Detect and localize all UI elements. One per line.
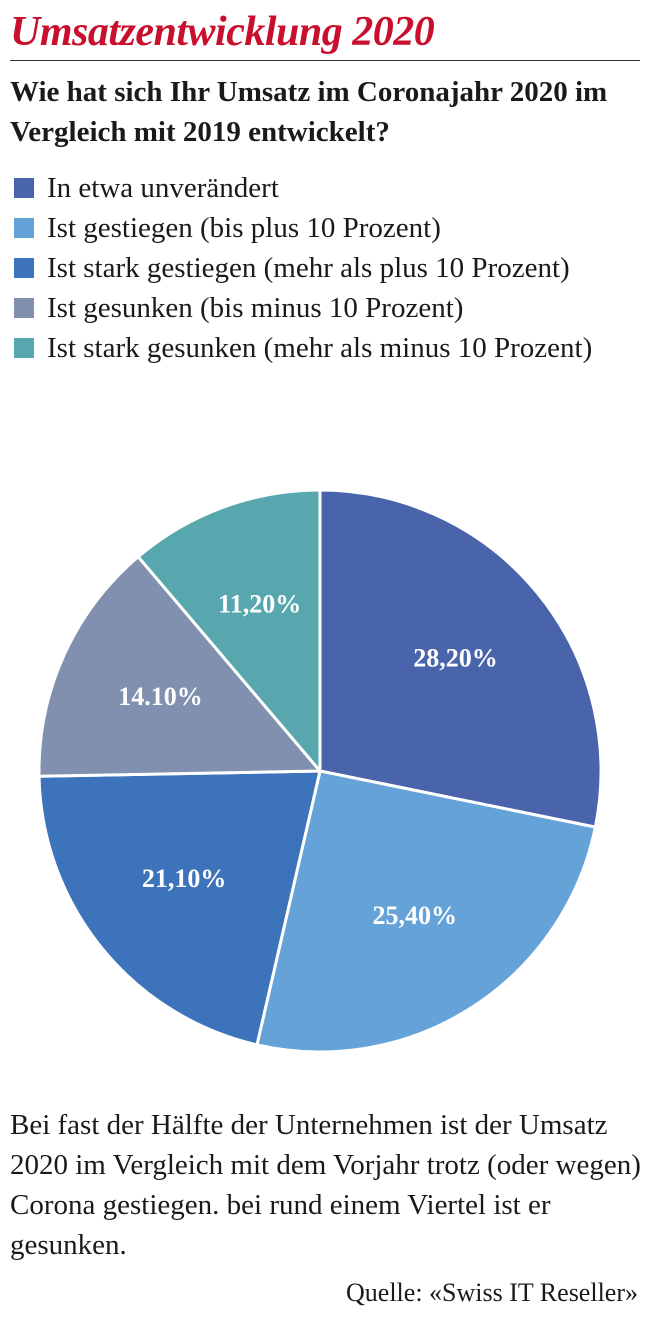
slice-value-label: 28,20% [413, 643, 498, 672]
legend-label: Ist gestiegen (bis plus 10 Prozent) [47, 212, 441, 244]
pie-slice [318, 488, 603, 829]
legend-item-unchanged: In etwa unverändert [10, 168, 640, 208]
legend-swatch [14, 338, 34, 358]
chart-legend: In etwa unverändert Ist gestiegen (bis p… [10, 168, 640, 368]
slice-value-label: 21,10% [142, 864, 227, 893]
pie-slice [37, 555, 322, 778]
legend-swatch [14, 298, 34, 318]
title-divider [10, 60, 640, 61]
legend-swatch [14, 178, 34, 198]
pie-slice [255, 769, 597, 1054]
pie-chart-container: 28,20% 25,40% 21,10% 14.10% 11,20% [0, 474, 650, 1074]
legend-label: Ist gesunken (bis minus 10 Prozent) [47, 292, 464, 324]
chart-question: Wie hat sich Ihr Umsatz im Coronajahr 20… [10, 76, 608, 148]
legend-item-decreased: Ist gesunken (bis minus 10 Prozent) [10, 288, 640, 328]
legend-item-strongly-decreased: Ist stark gesunken (mehr als minus 10 Pr… [10, 328, 640, 368]
chart-title: Umsatzentwicklung 2020 [10, 9, 435, 55]
slice-value-label: 25,40% [372, 901, 457, 930]
pie-chart: 28,20% 25,40% 21,10% 14.10% 11,20% [37, 488, 603, 1054]
slice-value-label: 14.10% [118, 682, 203, 711]
source-note: Quelle: «Swiss IT Reseller» [346, 1278, 638, 1307]
pie-slice [37, 769, 322, 1047]
legend-label: Ist stark gesunken (mehr als minus 10 Pr… [47, 332, 593, 364]
legend-label: In etwa unverändert [47, 172, 279, 204]
legend-swatch [14, 218, 34, 238]
pie-slice [136, 488, 322, 773]
slice-value-label: 11,20% [218, 590, 301, 619]
legend-swatch [14, 258, 34, 278]
legend-label: Ist stark gestiegen (mehr als plus 10 Pr… [47, 252, 570, 284]
legend-item-increased: Ist gestiegen (bis plus 10 Prozent) [10, 208, 640, 248]
chart-caption: Bei fast der Hälfte der Unternehmen ist … [10, 1109, 641, 1261]
legend-item-strongly-increased: Ist stark gestiegen (mehr als plus 10 Pr… [10, 248, 640, 288]
